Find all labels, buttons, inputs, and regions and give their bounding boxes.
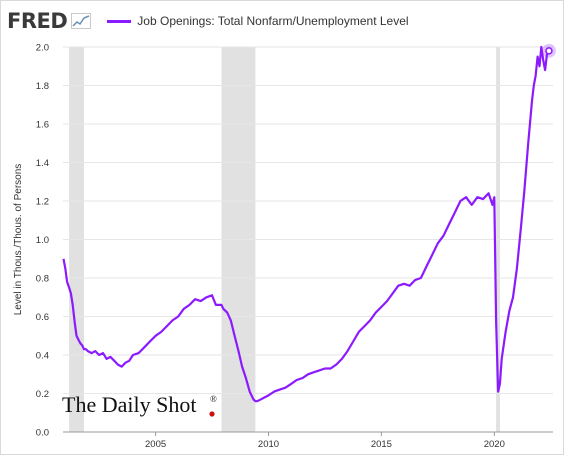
y-tick-label-3: 0.6 bbox=[36, 312, 49, 323]
fred-logo[interactable]: FRED bbox=[7, 9, 68, 33]
y-tick-label-10: 2.0 bbox=[36, 43, 49, 54]
y-tick-label-4: 0.8 bbox=[36, 274, 49, 285]
chart-header: FRED Job Openings: Total Nonfarm/Unemplo… bbox=[7, 9, 409, 33]
y-tick-label-8: 1.6 bbox=[36, 120, 49, 131]
y-tick-label-7: 1.4 bbox=[36, 158, 49, 169]
y-tick-label-1: 0.2 bbox=[36, 389, 49, 400]
y-tick-label-9: 1.8 bbox=[36, 81, 49, 92]
series-line bbox=[62, 45, 550, 403]
last-point-marker bbox=[545, 47, 553, 55]
legend-label: Job Openings: Total Nonfarm/Unemployment… bbox=[137, 14, 409, 28]
y-tick-label-5: 1.0 bbox=[36, 235, 49, 246]
watermark-red-dot bbox=[209, 411, 215, 417]
x-tick-label-3: 2020 bbox=[484, 439, 505, 450]
watermark-text: The Daily Shot bbox=[62, 392, 196, 417]
legend-swatch bbox=[107, 19, 132, 23]
x-tick-label-1: 2010 bbox=[258, 439, 279, 450]
y-tick-label-2: 0.4 bbox=[36, 351, 49, 362]
y-axis-title: Level in Thous./Thous. of Persons bbox=[13, 164, 24, 316]
watermark-registered-mark: ® bbox=[210, 394, 217, 404]
x-tick-label-0: 2005 bbox=[145, 439, 166, 450]
y-tick-label-6: 1.2 bbox=[36, 197, 49, 208]
x-tick-label-2: 2015 bbox=[371, 439, 392, 450]
y-tick-label-0: 0.0 bbox=[36, 428, 49, 439]
fred-logo-chart-icon bbox=[71, 13, 92, 29]
